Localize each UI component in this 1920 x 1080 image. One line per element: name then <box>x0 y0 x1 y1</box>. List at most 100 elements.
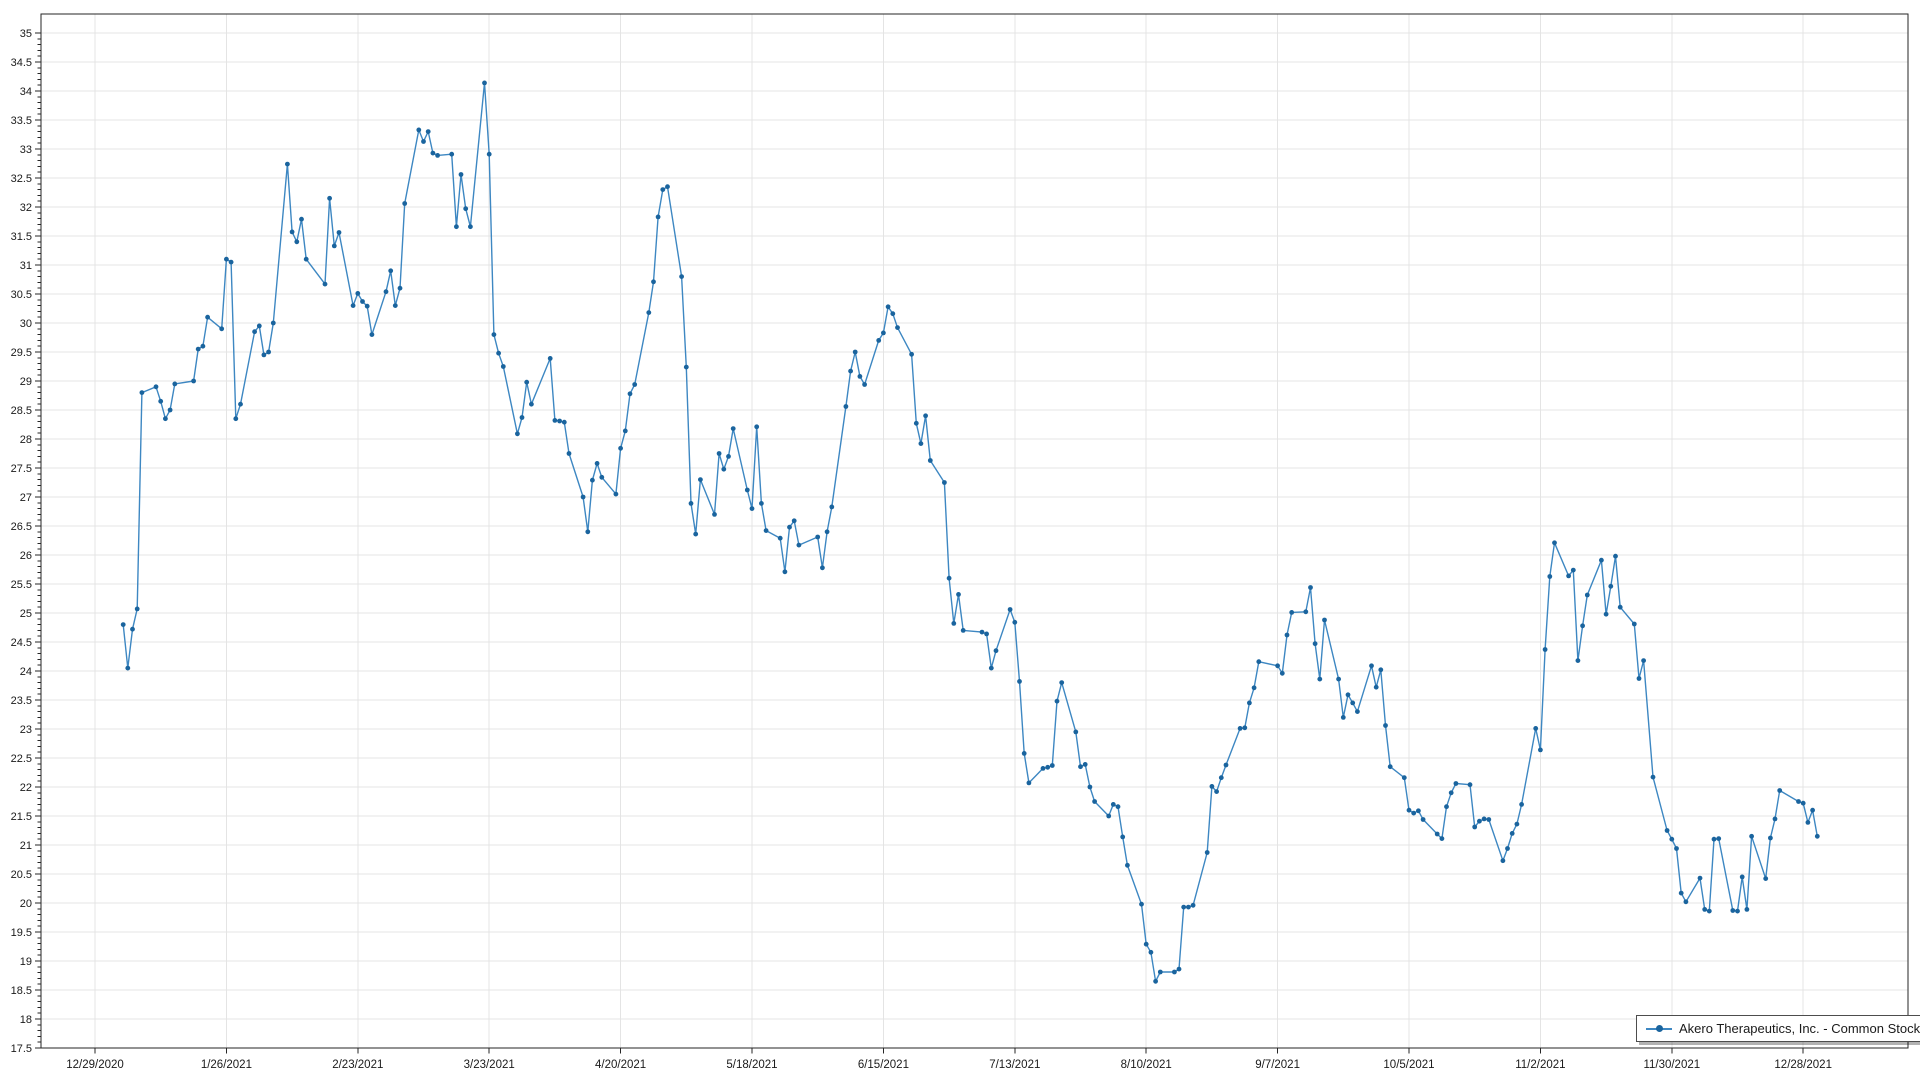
data-point-marker <box>1800 800 1806 806</box>
data-point-marker <box>698 477 703 482</box>
data-point-marker <box>613 491 619 497</box>
data-point-marker <box>252 329 257 335</box>
y-tick-label: 27.5 <box>11 463 32 475</box>
data-point-marker <box>557 418 562 424</box>
y-tick-label: 31.5 <box>11 231 32 243</box>
data-point-marker <box>1420 817 1426 822</box>
data-point-marker <box>364 303 370 309</box>
data-point-marker <box>224 256 229 262</box>
data-point-marker <box>1533 726 1539 731</box>
data-point-marker <box>153 384 159 390</box>
data-point-marker <box>1777 788 1783 793</box>
data-point-marker <box>1054 698 1060 704</box>
data-point-marker <box>815 534 821 540</box>
y-tick-label: 20.5 <box>11 869 32 881</box>
data-point-marker <box>1026 780 1032 786</box>
data-point-marker <box>1552 540 1557 546</box>
data-point-marker <box>749 506 755 511</box>
y-tick-label: 28 <box>20 434 32 446</box>
data-point-marker <box>913 420 919 426</box>
data-point-marker <box>1538 747 1543 753</box>
data-point-marker <box>519 415 525 420</box>
data-point-marker <box>435 153 440 158</box>
data-point-marker <box>130 626 135 632</box>
data-point-marker <box>1284 632 1290 638</box>
data-point-marker <box>646 310 652 315</box>
y-tick-label: 33 <box>20 144 32 156</box>
data-point-marker <box>1143 941 1149 947</box>
data-point-marker <box>1575 658 1581 663</box>
data-point-marker <box>716 451 722 456</box>
data-point-marker <box>1378 667 1384 673</box>
data-point-marker <box>829 504 835 510</box>
data-point-marker <box>1049 763 1055 768</box>
data-point-marker <box>285 161 290 167</box>
data-point-marker <box>820 565 825 571</box>
data-point-marker <box>956 592 961 597</box>
data-point-marker <box>1664 828 1670 833</box>
data-point-marker <box>1275 663 1280 669</box>
y-tick-label: 35 <box>20 28 32 40</box>
data-point-marker <box>1007 607 1013 612</box>
data-point-marker <box>1308 585 1313 590</box>
data-point-marker <box>590 477 595 483</box>
data-point-marker <box>1373 684 1379 690</box>
data-point-marker <box>1256 659 1262 665</box>
data-point-marker <box>266 349 271 355</box>
data-point-marker <box>984 631 989 637</box>
data-point-marker <box>1810 807 1815 813</box>
data-point-marker <box>1749 833 1754 839</box>
data-point-marker <box>158 398 164 404</box>
y-tick-label: 23.5 <box>11 695 32 707</box>
data-point-marker <box>1514 821 1520 827</box>
data-point-marker <box>1223 762 1229 768</box>
data-point-marker <box>1570 567 1576 573</box>
data-point-marker <box>1139 901 1144 907</box>
data-point-marker <box>895 325 900 330</box>
data-point-marker <box>1509 831 1515 836</box>
data-point-marker <box>1401 775 1407 781</box>
data-point-marker <box>1040 766 1046 771</box>
data-point-marker <box>421 139 426 144</box>
data-point-marker <box>1021 751 1027 756</box>
x-tick-label: 12/29/2020 <box>66 1059 124 1071</box>
data-point-marker <box>1631 621 1637 627</box>
data-point-marker <box>1017 679 1022 684</box>
y-tick-label: 32 <box>20 202 32 214</box>
data-point-marker <box>1383 723 1388 728</box>
data-point-marker <box>1481 816 1487 822</box>
data-point-marker <box>200 343 206 349</box>
legend: Akero Therapeutics, Inc. - Common Stock <box>1636 1015 1920 1042</box>
data-point-marker <box>1181 904 1187 910</box>
y-tick-label: 19.5 <box>11 927 32 939</box>
data-point-marker <box>942 480 947 485</box>
data-point-marker <box>486 151 492 157</box>
data-point-marker <box>979 629 985 635</box>
data-point-marker <box>1157 969 1163 975</box>
data-point-marker <box>632 382 638 387</box>
data-point-marker <box>1772 816 1778 822</box>
y-tick-label: 29 <box>20 376 32 388</box>
data-point-marker <box>1289 610 1295 615</box>
data-point-marker <box>618 445 623 451</box>
data-point-marker <box>1312 641 1318 647</box>
y-tick-label: 28.5 <box>11 405 32 417</box>
data-point-marker <box>712 512 717 517</box>
data-point-marker <box>369 332 375 337</box>
data-point-marker <box>1247 700 1252 706</box>
data-point-marker <box>1547 574 1553 579</box>
data-point-marker <box>1486 817 1492 822</box>
data-point-marker <box>1613 553 1618 559</box>
data-point-marker <box>1092 799 1097 804</box>
data-point-marker <box>1416 808 1421 814</box>
data-point-marker <box>1566 573 1571 579</box>
y-tick-label: 24.5 <box>11 637 32 649</box>
y-tick-label: 26 <box>20 550 32 562</box>
data-point-marker <box>796 542 802 548</box>
data-point-marker <box>388 268 394 274</box>
data-point-marker <box>1542 647 1548 652</box>
y-tick-label: 22 <box>20 782 32 794</box>
data-point-marker <box>754 424 760 430</box>
y-tick-label: 17.5 <box>11 1043 32 1055</box>
